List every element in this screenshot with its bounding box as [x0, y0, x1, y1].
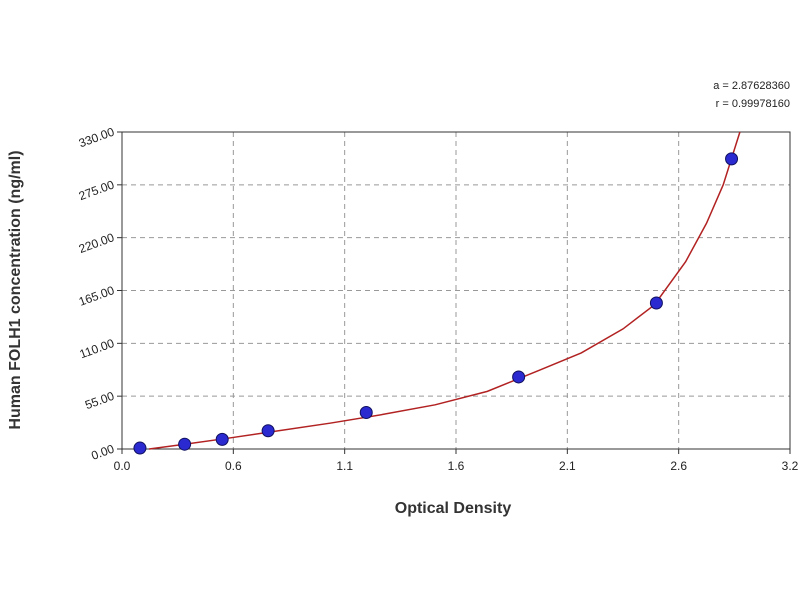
annotation: a = 2.87628360 [713, 80, 790, 92]
x-tick-label: 1.1 [336, 459, 353, 473]
y-tick-label: 55.00 [83, 389, 116, 413]
y-tick-label: 330.00 [77, 125, 117, 151]
x-tick-label: 2.6 [670, 459, 687, 473]
plot-frame [121, 131, 791, 450]
y-tick-label: 220.00 [77, 230, 117, 256]
x-tick-label: 3.2 [782, 459, 799, 473]
x-tick-label: 2.1 [559, 459, 576, 473]
data-point [649, 296, 663, 310]
data-point [261, 424, 275, 438]
y-tick-label: 110.00 [78, 336, 117, 362]
data-point [215, 432, 229, 446]
y-tick-label: 165.00 [77, 283, 117, 309]
y-tick-label: 275.00 [77, 177, 117, 203]
x-axis-title: Optical Density [395, 500, 512, 517]
data-point [512, 370, 526, 384]
data-point [359, 405, 373, 419]
y-axis-title: Human FOLH1 concentration (ng/ml) [7, 150, 24, 429]
annotation: r = 0.99978160 [716, 98, 790, 110]
fit-curve [149, 131, 741, 450]
x-tick-label: 0.6 [225, 459, 242, 473]
data-point [133, 441, 147, 455]
data-point [725, 152, 739, 166]
y-tick-label: 0.00 [89, 442, 116, 463]
x-tick-label: 1.6 [448, 459, 465, 473]
data-point [178, 437, 192, 451]
x-tick-label: 0.0 [114, 459, 131, 473]
